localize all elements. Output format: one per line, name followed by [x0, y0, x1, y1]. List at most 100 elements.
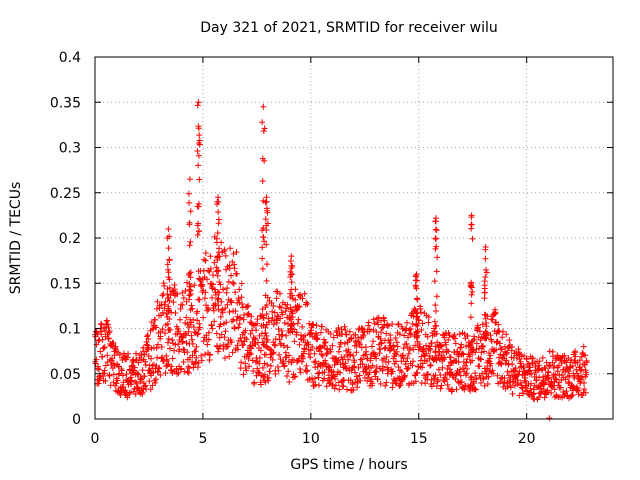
data-point [433, 215, 440, 222]
data-point [520, 362, 527, 369]
data-point [402, 358, 409, 365]
data-point [196, 132, 203, 139]
data-point [311, 350, 318, 357]
data-point [516, 368, 523, 375]
data-point [217, 313, 224, 320]
data-point [580, 343, 587, 350]
data-point [211, 318, 218, 325]
data-point [452, 340, 459, 347]
data-point [568, 356, 575, 363]
data-point [313, 322, 320, 329]
data-point [552, 375, 559, 382]
data-point [139, 389, 146, 396]
data-point [184, 349, 191, 356]
data-point [228, 318, 235, 325]
data-point [194, 364, 201, 371]
data-point [248, 313, 255, 320]
data-point [509, 361, 516, 368]
data-point [579, 392, 586, 399]
data-point [101, 344, 108, 351]
data-point [261, 238, 268, 245]
data-point [367, 355, 374, 362]
data-point [557, 384, 564, 391]
data-point [473, 340, 480, 347]
data-point [314, 370, 321, 377]
data-point [303, 299, 310, 306]
data-point [134, 384, 141, 391]
data-point [98, 321, 105, 328]
data-point [407, 331, 414, 338]
data-point [97, 320, 104, 327]
data-point [406, 344, 413, 351]
data-point [499, 334, 506, 341]
data-point [514, 372, 521, 379]
data-point [218, 298, 225, 305]
data-point [420, 346, 427, 353]
data-point [505, 345, 512, 352]
data-point [291, 326, 298, 333]
data-point [433, 293, 440, 300]
data-point [370, 316, 377, 323]
data-point [236, 286, 243, 293]
data-point [432, 302, 439, 309]
data-point [356, 372, 363, 379]
data-point [323, 383, 330, 390]
data-point [265, 377, 272, 384]
data-point [351, 359, 358, 366]
chart-title: Day 321 of 2021, SRMTID for receiver wil… [200, 20, 498, 36]
data-point [373, 369, 380, 376]
data-point [442, 341, 449, 348]
data-point [483, 323, 490, 330]
data-point [443, 376, 450, 383]
data-point [434, 376, 441, 383]
data-point [344, 352, 351, 359]
y-tick-label: 0.3 [59, 141, 81, 157]
data-point [446, 332, 453, 339]
data-point [322, 357, 329, 364]
data-point [523, 356, 530, 363]
y-tick-label: 0.1 [59, 322, 81, 338]
data-point [312, 381, 319, 388]
data-point [522, 374, 529, 381]
data-point [259, 155, 266, 162]
data-point [188, 336, 195, 343]
data-point [106, 372, 113, 379]
data-point [153, 305, 160, 312]
data-point [95, 337, 102, 344]
data-point [395, 363, 402, 370]
data-point [445, 348, 452, 355]
data-point [119, 372, 126, 379]
data-point [131, 364, 138, 371]
data-point [292, 296, 299, 303]
data-point [331, 361, 338, 368]
data-point [419, 364, 426, 371]
data-point [192, 358, 199, 365]
data-point [341, 340, 348, 347]
data-point [542, 379, 549, 386]
data-point [393, 339, 400, 346]
data-point [261, 125, 268, 132]
data-point [257, 347, 264, 354]
data-point [187, 287, 194, 294]
data-point [260, 225, 267, 232]
data-point [111, 362, 118, 369]
data-point [204, 304, 211, 311]
data-point [216, 334, 223, 341]
data-point [262, 199, 269, 206]
data-point [480, 342, 487, 349]
data-point [228, 299, 235, 306]
data-point [104, 317, 111, 324]
data-point [440, 348, 447, 355]
data-point [115, 371, 122, 378]
data-point [296, 365, 303, 372]
data-point [261, 342, 268, 349]
data-point [125, 350, 132, 357]
data-point [142, 382, 149, 389]
data-point [161, 282, 168, 289]
data-point [183, 314, 190, 321]
data-point [145, 335, 152, 342]
data-point [209, 325, 216, 332]
data-point [168, 363, 175, 370]
data-point [496, 340, 503, 347]
